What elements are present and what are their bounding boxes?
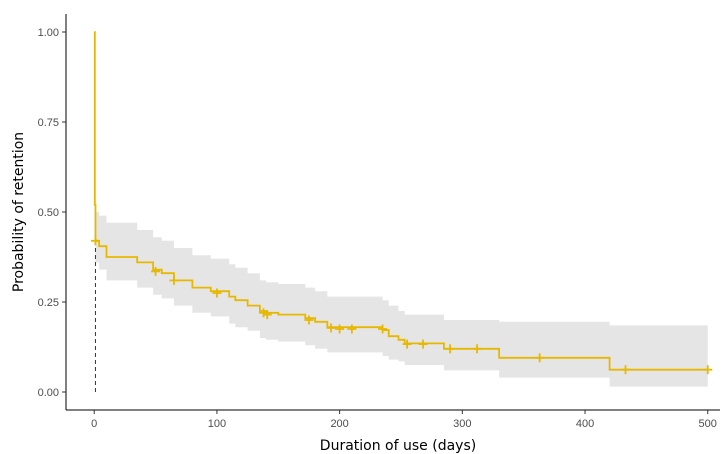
y-tick-label: 0.75	[38, 117, 59, 129]
x-tick-label: 100	[208, 418, 226, 430]
censor-mark	[445, 344, 455, 354]
survival-curve	[93, 31, 708, 371]
censor-mark	[378, 324, 388, 334]
censor-mark	[326, 323, 336, 333]
censor-mark	[90, 236, 100, 246]
censor-mark	[472, 344, 482, 354]
x-tick-label: 200	[330, 418, 348, 430]
y-axis-title: Probability of retention	[11, 132, 27, 292]
y-tick-label: 0.50	[38, 207, 59, 219]
y-tick-label: 0.25	[38, 297, 59, 309]
censor-mark	[347, 324, 357, 334]
survival-curve-layer	[93, 31, 708, 371]
censor-mark	[703, 365, 713, 375]
censor-mark	[418, 339, 428, 349]
censor-mark	[304, 315, 314, 325]
x-ticks: 0 100 200 300 400 500	[91, 410, 717, 430]
censor-mark	[621, 365, 631, 375]
x-tick-label: 400	[576, 418, 594, 430]
confidence-band	[94, 32, 708, 387]
censor-marks	[90, 236, 713, 375]
censor-mark	[212, 288, 222, 298]
censor-mark	[535, 353, 545, 363]
ci-band-area	[94, 32, 708, 387]
censor-mark	[262, 310, 272, 320]
y-tick-label: 1.00	[38, 27, 59, 39]
censor-mark	[335, 324, 345, 334]
x-tick-label: 500	[699, 418, 717, 430]
censor-mark	[151, 266, 161, 276]
x-tick-label: 300	[453, 418, 471, 430]
y-tick-label: 0.00	[38, 387, 59, 399]
censor-mark	[169, 275, 179, 285]
x-tick-label: 0	[91, 418, 97, 430]
censor-mark	[402, 339, 412, 349]
x-axis-title: Duration of use (days)	[320, 438, 476, 454]
y-ticks: 0.00 0.25 0.50 0.75 1.00	[38, 27, 66, 399]
